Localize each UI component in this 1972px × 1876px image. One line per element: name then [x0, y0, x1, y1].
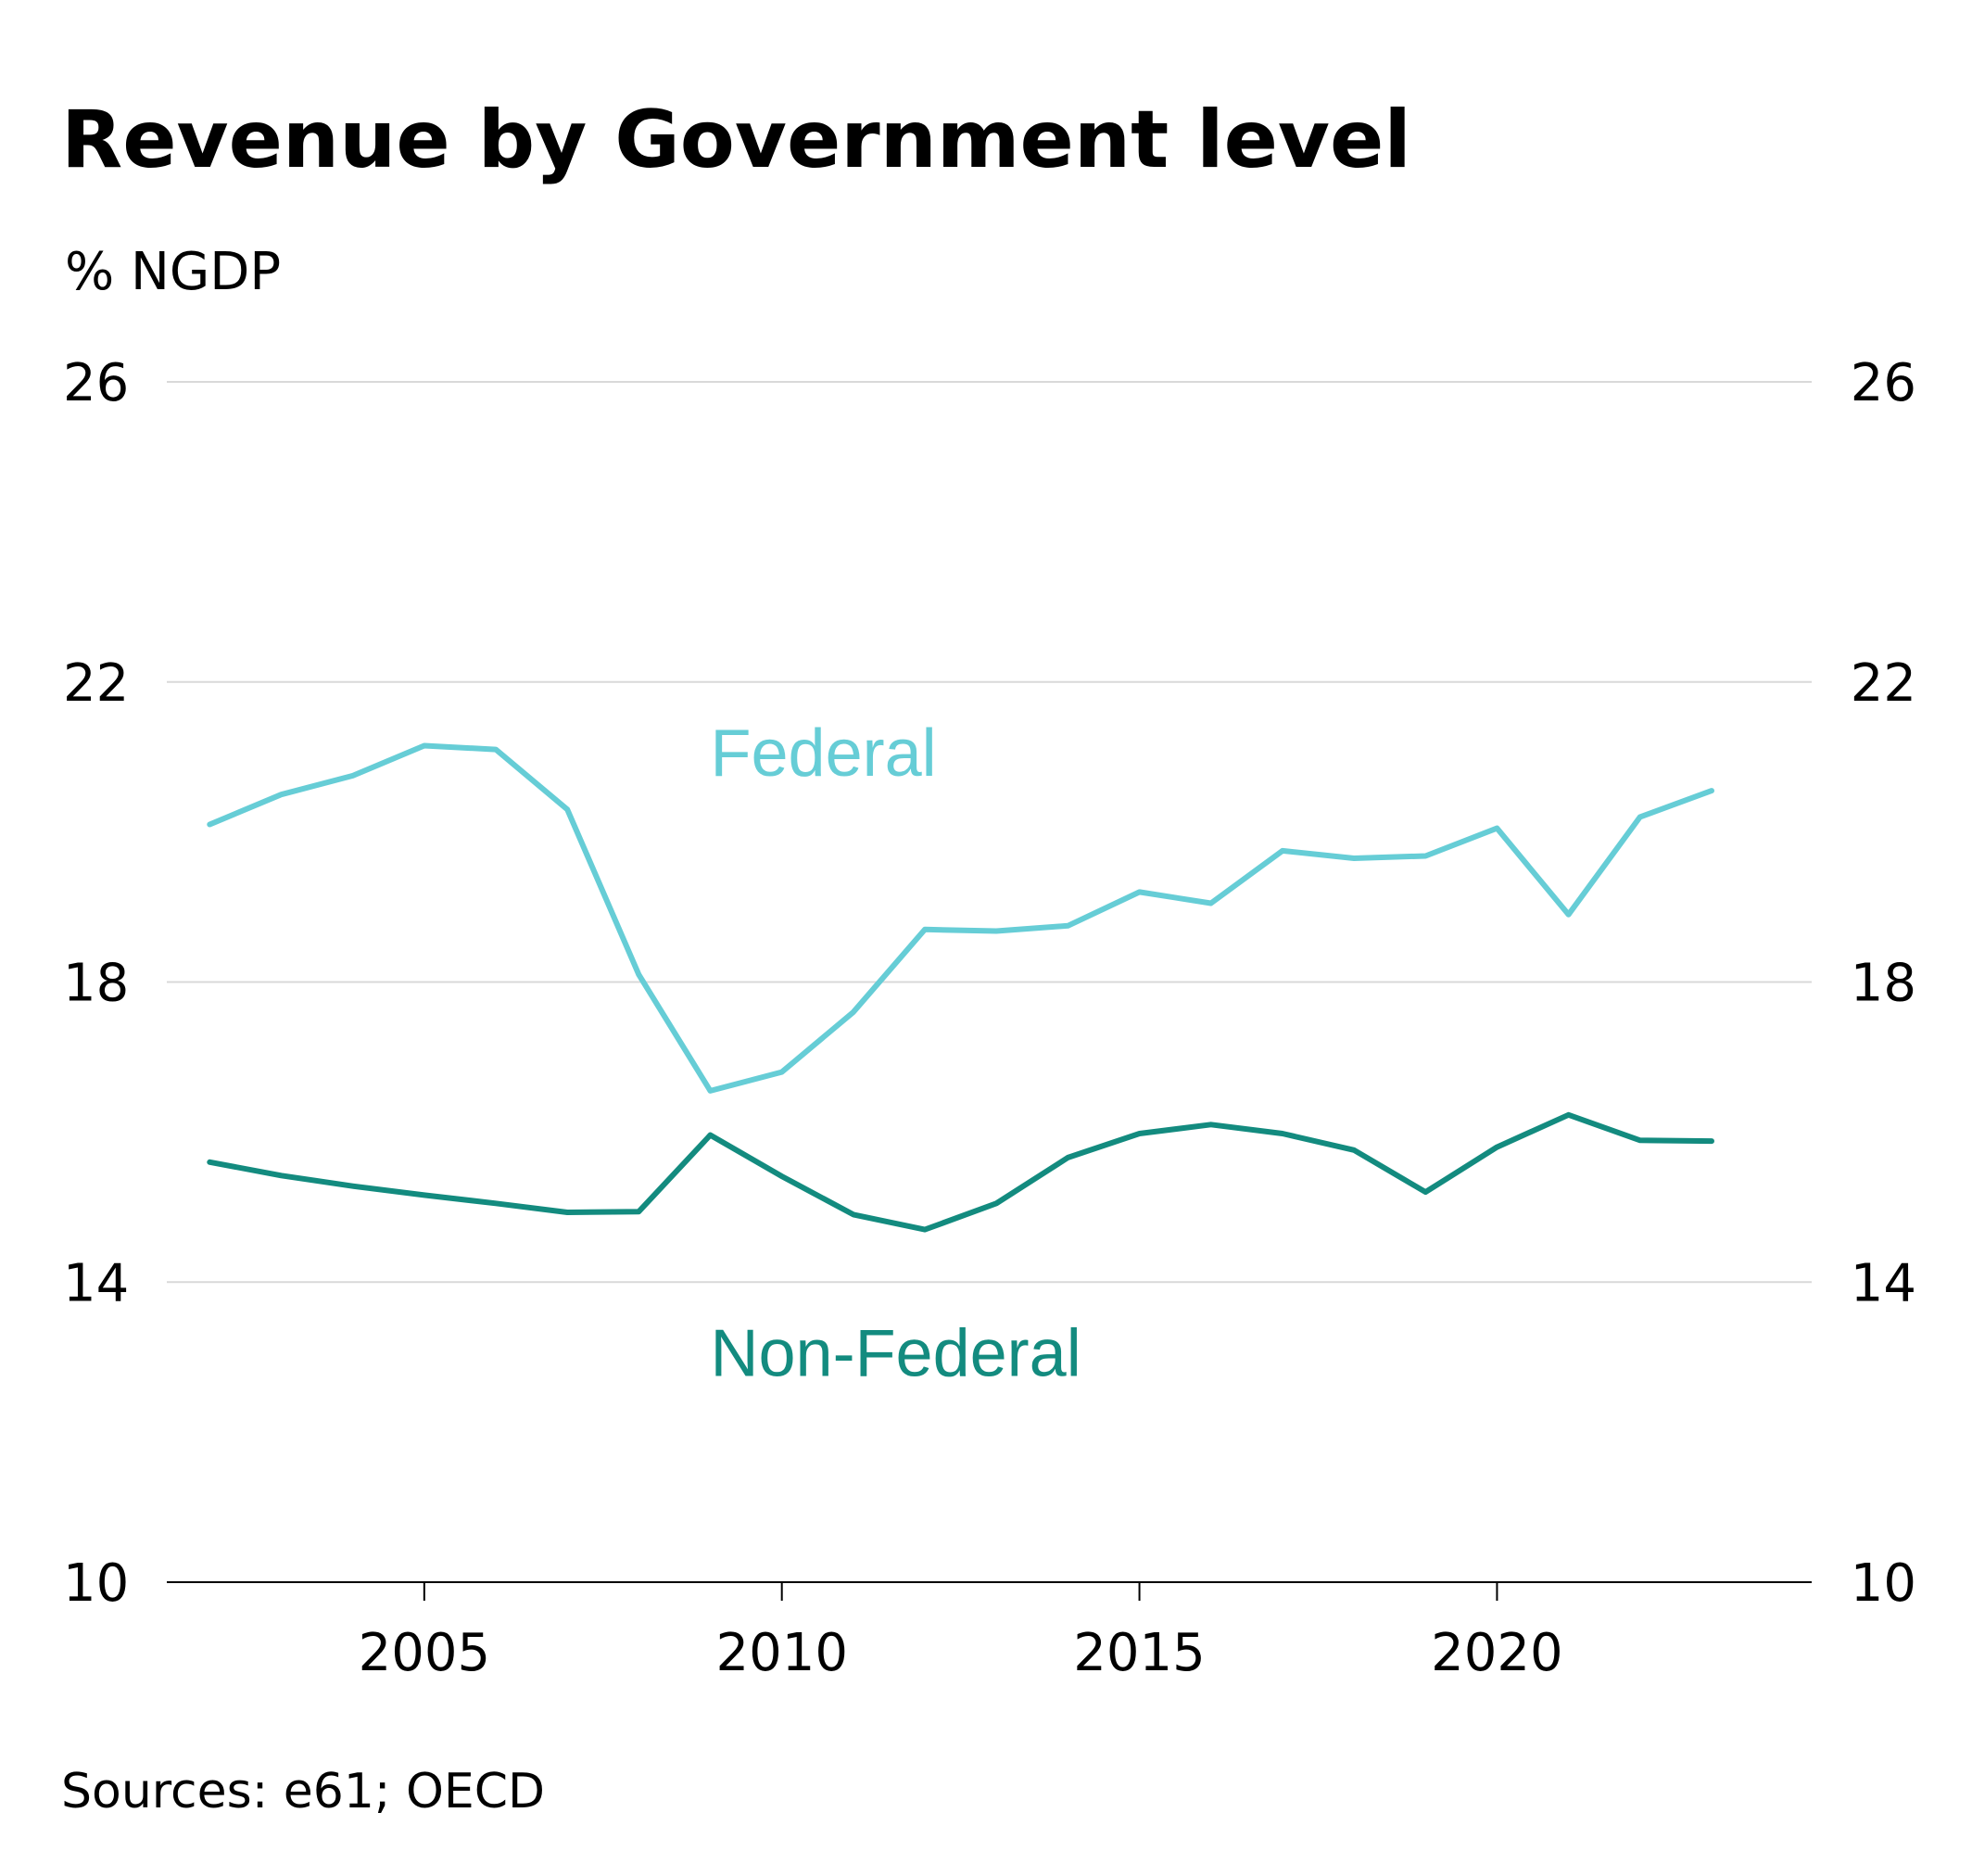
y-tick-label-right: 22	[1851, 653, 1916, 714]
y-tick-label-left: 22	[63, 653, 129, 714]
series-label-federal: Federal	[711, 716, 937, 791]
y-tick-label-left: 18	[63, 954, 129, 1014]
series-line-non-federal	[207, 1111, 1714, 1233]
y-tick-label-right: 14	[1851, 1253, 1916, 1313]
y-tick-label-left: 14	[63, 1253, 129, 1313]
grid-lines	[167, 381, 1812, 1583]
y-tick-label-right: 10	[1851, 1553, 1916, 1614]
source-note: Sources: e61; OECD	[61, 1764, 545, 1819]
y-tick-label-right: 18	[1851, 954, 1916, 1014]
series-lines	[207, 742, 1714, 1233]
x-tick-label: 2015	[1073, 1623, 1206, 1683]
y-tick-label-left: 10	[63, 1553, 129, 1614]
y-axis-label: % NGDP	[65, 242, 281, 302]
chart-title: Revenue by Government level	[61, 94, 1411, 186]
y-tick-label-right: 26	[1851, 353, 1916, 413]
y-tick-label-left: 26	[63, 353, 129, 413]
series-label-non-federal: Non-Federal	[711, 1316, 1081, 1390]
x-tick-label: 2005	[359, 1623, 491, 1683]
tick-labels: 10 10 14 14 18 18 22 22 26 26 2005 2010 2015 2020	[63, 353, 1916, 1683]
x-tick-label: 2020	[1431, 1623, 1563, 1683]
x-tick-label: 2010	[715, 1623, 848, 1683]
series-labels: Federal Non-Federal	[711, 716, 1081, 1391]
series-line-federal	[207, 742, 1714, 1094]
